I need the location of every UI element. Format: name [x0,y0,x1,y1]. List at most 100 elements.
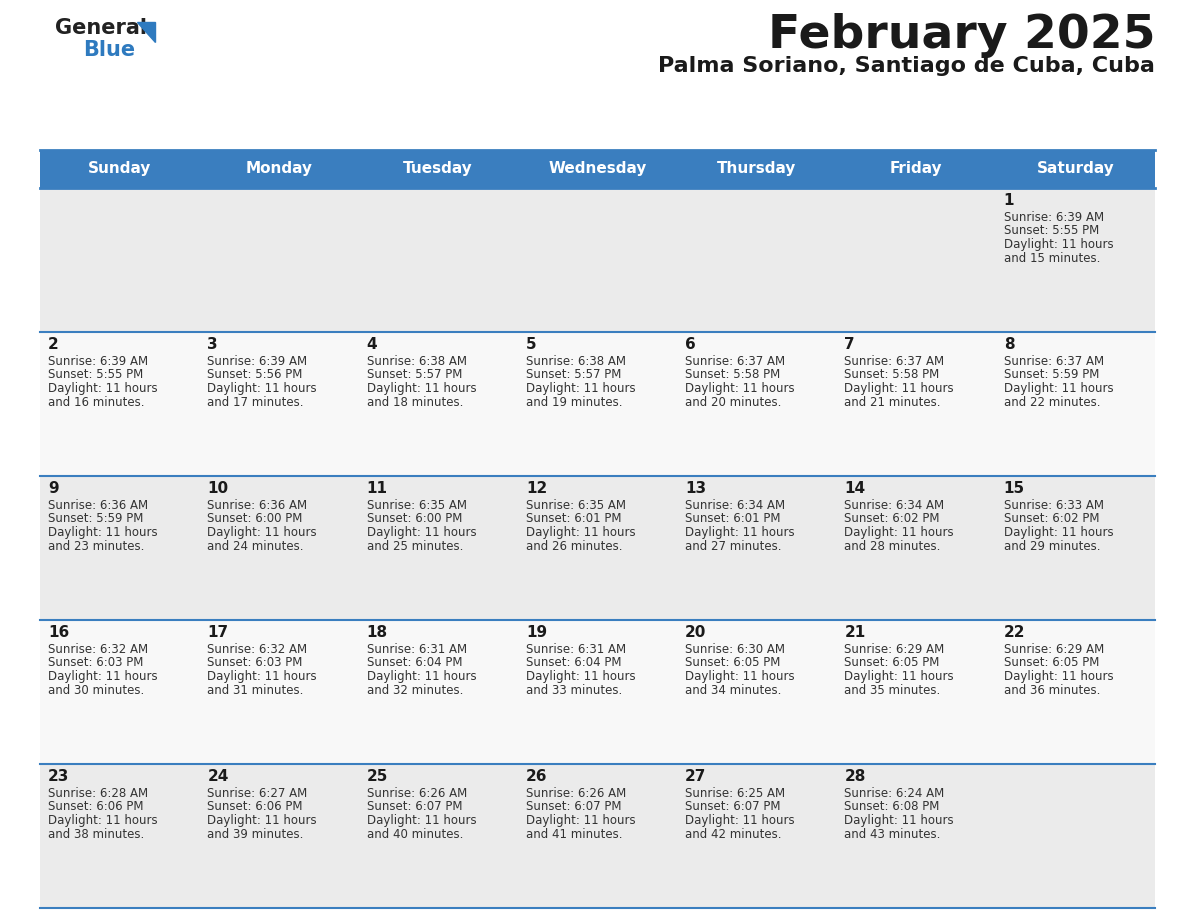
Text: Sunset: 6:02 PM: Sunset: 6:02 PM [845,512,940,525]
Text: and 35 minutes.: and 35 minutes. [845,684,941,697]
Bar [996,188,1155,332]
Bar [40,188,200,332]
Text: Sunrise: 6:26 AM: Sunrise: 6:26 AM [526,787,626,800]
Text: 9: 9 [48,481,58,496]
Text: Daylight: 11 hours: Daylight: 11 hours [685,382,795,395]
Text: 11: 11 [367,481,387,496]
Polygon shape [137,22,154,42]
Text: 3: 3 [207,337,217,352]
Bar [40,150,1155,188]
Text: 7: 7 [845,337,855,352]
Text: and 32 minutes.: and 32 minutes. [367,684,463,697]
Text: Sunrise: 6:34 AM: Sunrise: 6:34 AM [845,499,944,512]
Text: Sunset: 6:01 PM: Sunset: 6:01 PM [526,512,621,525]
Text: Daylight: 11 hours: Daylight: 11 hours [48,526,158,539]
Text: Sunset: 5:57 PM: Sunset: 5:57 PM [526,368,621,382]
Text: Sunset: 6:05 PM: Sunset: 6:05 PM [1004,656,1099,669]
Bar [677,764,836,908]
Text: 22: 22 [1004,625,1025,640]
Text: Sunset: 5:56 PM: Sunset: 5:56 PM [207,368,303,382]
Text: and 36 minutes.: and 36 minutes. [1004,684,1100,697]
Text: 15: 15 [1004,481,1025,496]
Text: 2: 2 [48,337,58,352]
Text: Sunset: 6:07 PM: Sunset: 6:07 PM [367,800,462,813]
Text: Daylight: 11 hours: Daylight: 11 hours [1004,526,1113,539]
Text: and 28 minutes.: and 28 minutes. [845,540,941,553]
Text: Sunrise: 6:31 AM: Sunrise: 6:31 AM [526,643,626,656]
Text: and 40 minutes.: and 40 minutes. [367,827,463,841]
Text: 14: 14 [845,481,866,496]
Text: and 38 minutes.: and 38 minutes. [48,827,144,841]
Text: and 16 minutes.: and 16 minutes. [48,396,145,409]
Text: 19: 19 [526,625,546,640]
Text: Sunset: 5:59 PM: Sunset: 5:59 PM [48,512,144,525]
Text: 26: 26 [526,769,548,784]
Text: Sunset: 6:03 PM: Sunset: 6:03 PM [48,656,144,669]
Text: Blue: Blue [83,40,135,60]
Text: Palma Soriano, Santiago de Cuba, Cuba: Palma Soriano, Santiago de Cuba, Cuba [658,56,1155,76]
Text: Sunset: 6:06 PM: Sunset: 6:06 PM [207,800,303,813]
Text: Daylight: 11 hours: Daylight: 11 hours [526,670,636,683]
Bar [200,332,359,476]
Text: Sunset: 6:00 PM: Sunset: 6:00 PM [367,512,462,525]
Bar [996,620,1155,764]
Text: Sunrise: 6:35 AM: Sunrise: 6:35 AM [367,499,467,512]
Bar [518,764,677,908]
Text: Daylight: 11 hours: Daylight: 11 hours [207,382,317,395]
Text: 28: 28 [845,769,866,784]
Text: and 18 minutes.: and 18 minutes. [367,396,463,409]
Text: and 43 minutes.: and 43 minutes. [845,827,941,841]
Bar [200,188,359,332]
Text: 10: 10 [207,481,228,496]
Text: and 21 minutes.: and 21 minutes. [845,396,941,409]
Text: Sunset: 6:00 PM: Sunset: 6:00 PM [207,512,303,525]
Text: Sunset: 6:07 PM: Sunset: 6:07 PM [685,800,781,813]
Text: Sunset: 6:05 PM: Sunset: 6:05 PM [845,656,940,669]
Text: Sunrise: 6:29 AM: Sunrise: 6:29 AM [1004,643,1104,656]
Bar [836,620,996,764]
Text: Sunrise: 6:38 AM: Sunrise: 6:38 AM [367,355,467,368]
Bar [359,332,518,476]
Text: Sunset: 6:01 PM: Sunset: 6:01 PM [685,512,781,525]
Text: 18: 18 [367,625,387,640]
Text: Daylight: 11 hours: Daylight: 11 hours [845,670,954,683]
Text: Sunset: 5:57 PM: Sunset: 5:57 PM [367,368,462,382]
Text: Sunrise: 6:32 AM: Sunrise: 6:32 AM [48,643,148,656]
Text: Sunset: 6:02 PM: Sunset: 6:02 PM [1004,512,1099,525]
Text: 23: 23 [48,769,69,784]
Text: and 33 minutes.: and 33 minutes. [526,684,623,697]
Bar [40,764,200,908]
Text: and 15 minutes.: and 15 minutes. [1004,252,1100,264]
Bar [200,764,359,908]
Text: Sunrise: 6:37 AM: Sunrise: 6:37 AM [1004,355,1104,368]
Text: Daylight: 11 hours: Daylight: 11 hours [685,526,795,539]
Text: Daylight: 11 hours: Daylight: 11 hours [845,814,954,827]
Text: and 26 minutes.: and 26 minutes. [526,540,623,553]
Text: 16: 16 [48,625,69,640]
Text: and 29 minutes.: and 29 minutes. [1004,540,1100,553]
Text: 5: 5 [526,337,537,352]
Text: Daylight: 11 hours: Daylight: 11 hours [367,382,476,395]
Text: Daylight: 11 hours: Daylight: 11 hours [1004,670,1113,683]
Bar [677,620,836,764]
Bar [836,332,996,476]
Text: Sunrise: 6:30 AM: Sunrise: 6:30 AM [685,643,785,656]
Text: Sunrise: 6:39 AM: Sunrise: 6:39 AM [1004,211,1104,224]
Text: Daylight: 11 hours: Daylight: 11 hours [207,526,317,539]
Text: Sunrise: 6:35 AM: Sunrise: 6:35 AM [526,499,626,512]
Text: 25: 25 [367,769,388,784]
Text: 1: 1 [1004,193,1015,208]
Text: Sunset: 5:55 PM: Sunset: 5:55 PM [48,368,144,382]
Text: 6: 6 [685,337,696,352]
Text: and 34 minutes.: and 34 minutes. [685,684,782,697]
Text: Daylight: 11 hours: Daylight: 11 hours [48,670,158,683]
Text: Monday: Monday [246,162,312,176]
Text: Sunset: 5:58 PM: Sunset: 5:58 PM [685,368,781,382]
Text: and 31 minutes.: and 31 minutes. [207,684,304,697]
Text: Sunset: 6:04 PM: Sunset: 6:04 PM [526,656,621,669]
Text: Sunset: 5:59 PM: Sunset: 5:59 PM [1004,368,1099,382]
Text: Daylight: 11 hours: Daylight: 11 hours [367,670,476,683]
Text: and 42 minutes.: and 42 minutes. [685,827,782,841]
Text: 8: 8 [1004,337,1015,352]
Text: and 39 minutes.: and 39 minutes. [207,827,304,841]
